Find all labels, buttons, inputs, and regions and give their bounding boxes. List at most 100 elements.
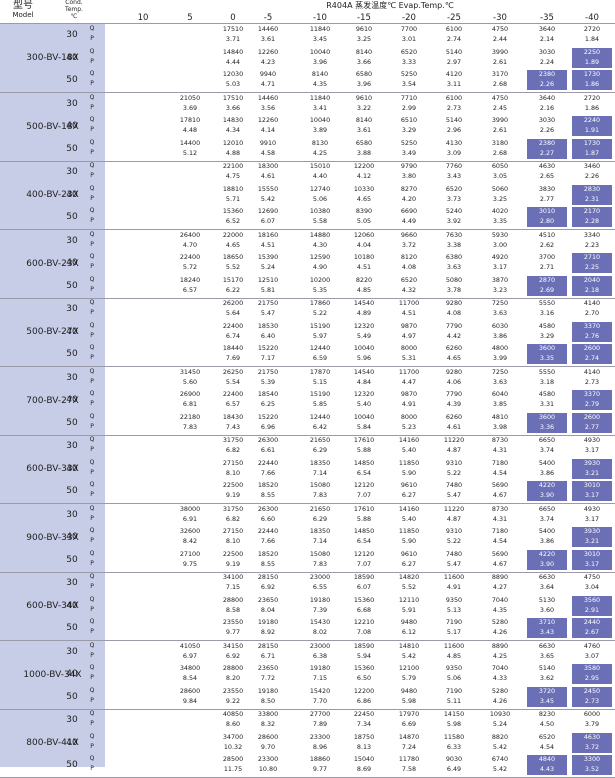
p-value: 5.40	[356, 400, 372, 408]
q-value: 28800	[222, 595, 244, 604]
q-value: 7040	[491, 595, 509, 604]
q-value: 41050	[179, 641, 201, 650]
p-value: 2.70	[584, 309, 600, 317]
highlight-cell	[527, 412, 567, 433]
p-value: 6.07	[356, 583, 372, 591]
q-label: Q	[89, 641, 95, 649]
q-value: 12740	[309, 184, 331, 193]
p-value: 3.96	[312, 57, 328, 66]
q-value: 17610	[353, 504, 375, 513]
q-value: 2170	[583, 207, 601, 215]
p-value: 5.42	[492, 742, 508, 751]
q-value: 2830	[583, 184, 601, 193]
p-value: 4.35	[312, 80, 328, 88]
p-value: 4.65	[225, 240, 241, 249]
q-value: 7480	[445, 481, 463, 489]
p-label: P	[90, 559, 94, 567]
q-value: 5690	[491, 549, 509, 558]
p-label: P	[90, 126, 94, 133]
condensing-temp: 40	[66, 121, 78, 131]
q-label: Q	[89, 458, 95, 466]
q-value: 7190	[445, 618, 463, 626]
q-value: 2870	[538, 275, 556, 284]
q-value: 18350	[309, 527, 331, 535]
p-value: 3.63	[446, 263, 462, 271]
p-value: 2.68	[492, 80, 508, 88]
q-value: 6040	[491, 390, 509, 398]
q-value: 7710	[400, 93, 418, 102]
block-divider	[0, 366, 615, 367]
condensing-temp: 30	[66, 30, 78, 40]
condensing-temp: 40	[66, 189, 78, 200]
q-value: 23300	[309, 732, 331, 741]
q-value: 4920	[491, 253, 509, 261]
p-value: 5.24	[492, 720, 508, 728]
p-value: 3.17	[584, 491, 600, 499]
p-value: 8.50	[260, 696, 276, 705]
q-label: Q	[89, 344, 95, 351]
evap-temp-label: -35	[540, 13, 554, 23]
q-value: 6030	[491, 321, 509, 330]
q-value: 4800	[491, 344, 509, 352]
p-value: 4.89	[356, 309, 372, 317]
q-value: 3640	[538, 93, 556, 102]
p-value: 6.27	[401, 491, 417, 499]
p-value: 4.31	[492, 514, 508, 523]
p-value: 5.12	[182, 148, 198, 157]
condensing-temp: 50	[66, 486, 78, 496]
q-value: 6740	[491, 755, 509, 763]
highlight-cell	[572, 664, 612, 684]
q-value: 7480	[445, 549, 463, 558]
q-value: 8270	[400, 184, 418, 193]
condensing-temp: 50	[66, 623, 78, 633]
p-value: 8.02	[312, 628, 328, 636]
q-value: 14400	[179, 138, 201, 147]
p-value: 5.17	[446, 628, 462, 636]
q-label: Q	[89, 390, 95, 397]
p-value: 3.73	[446, 194, 462, 203]
q-value: 8890	[491, 641, 509, 650]
q-value: 12320	[353, 321, 375, 330]
q-value: 5400	[538, 458, 556, 467]
q-value: 22400	[179, 253, 201, 261]
p-value: 2.44	[492, 35, 508, 43]
q-value: 27100	[179, 549, 201, 558]
q-value: 11840	[309, 25, 331, 33]
q-value: 6650	[538, 436, 556, 444]
q-value: 10330	[353, 184, 375, 193]
condensing-temp: 50	[66, 691, 78, 702]
highlight-cell	[572, 390, 612, 410]
q-value: 11220	[443, 504, 465, 513]
p-value: 5.47	[446, 491, 462, 499]
q-label: Q	[89, 253, 95, 260]
p-value: 9.19	[225, 491, 241, 499]
p-value: 5.58	[312, 217, 328, 225]
p-value: 5.98	[401, 696, 417, 705]
q-value: 15220	[257, 344, 279, 352]
q-value: 4750	[491, 93, 509, 102]
p-label: P	[90, 172, 94, 179]
p-value: 3.96	[356, 80, 372, 88]
q-label: Q	[89, 549, 95, 557]
q-value: 2450	[583, 686, 601, 695]
p-value: 2.62	[539, 240, 555, 249]
p-value: 7.24	[401, 742, 417, 751]
q-value: 34150	[222, 641, 244, 650]
p-value: 3.64	[539, 583, 555, 591]
p-value: 4.65	[446, 354, 462, 362]
block-divider	[0, 297, 615, 299]
cond-header-2: Temp.	[65, 6, 83, 13]
p-value: 4.54	[539, 742, 555, 751]
q-value: 11700	[398, 367, 420, 376]
highlight-cell	[572, 70, 612, 90]
p-value: 4.84	[356, 377, 372, 386]
q-value: 23000	[309, 641, 331, 650]
p-value: 3.36	[539, 422, 555, 431]
p-value: 3.74	[539, 514, 555, 523]
p-value: 3.05	[492, 172, 508, 180]
cond-header-3: ℃	[70, 13, 78, 20]
p-value: 3.07	[584, 651, 600, 660]
p-value: 4.97	[401, 331, 417, 340]
q-value: 18530	[257, 321, 279, 330]
p-value: 4.54	[492, 468, 508, 477]
